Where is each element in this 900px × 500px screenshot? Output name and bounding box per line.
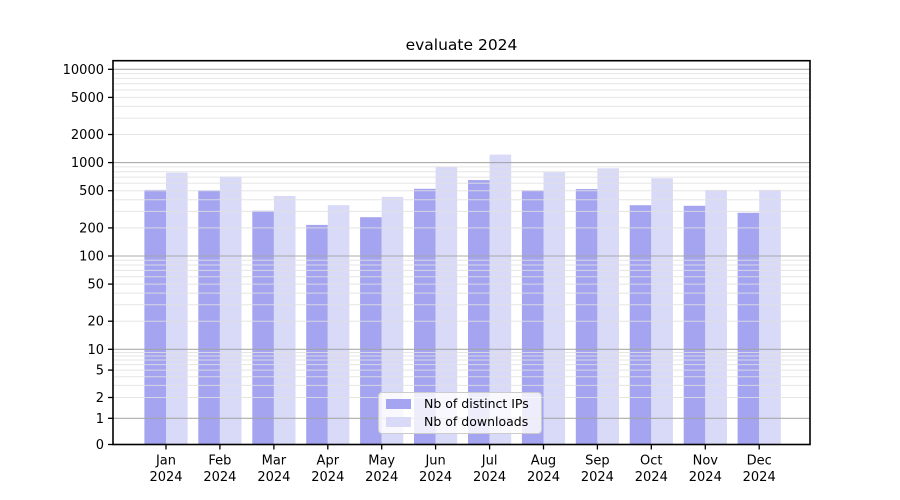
- y-axis-tick-label: 20: [87, 315, 104, 330]
- legend-label-downloads: Nb of downloads: [424, 413, 529, 429]
- bar-distinct-ips-sep: [575, 189, 598, 445]
- x-axis-tick-label: Jul 2024: [473, 454, 506, 486]
- x-axis-tick-label: Feb 2024: [203, 454, 236, 486]
- bar-downloads-may: [381, 196, 404, 445]
- x-axis-tick-label: Jan 2024: [149, 454, 182, 486]
- bar-distinct-ips-apr: [306, 224, 328, 445]
- x-axis-tick-label: Oct 2024: [635, 454, 668, 486]
- y-axis-tick-label: 2: [96, 391, 104, 406]
- bar-downloads-jan: [166, 172, 188, 445]
- chart-title: evaluate 2024: [405, 36, 518, 54]
- y-axis-tick-label: 1: [96, 412, 104, 427]
- bar-downloads-mar: [273, 195, 296, 445]
- x-axis-tick-label: Apr 2024: [311, 454, 344, 486]
- y-axis-tick-label: 1000: [71, 156, 104, 171]
- y-axis-tick-label: 50: [87, 278, 104, 293]
- axes-spines: [112, 59, 811, 446]
- x-axis-tick-label: May 2024: [365, 454, 398, 486]
- y-axis-tick-label: 200: [79, 221, 104, 236]
- bar-downloads-apr: [327, 205, 350, 445]
- bar-distinct-ips-nov: [683, 205, 706, 445]
- bar-downloads-aug: [543, 172, 566, 445]
- y-axis-tick-label: 10000: [63, 63, 104, 78]
- bar-distinct-ips-jan: [144, 189, 166, 445]
- bar-distinct-ips-jul: [468, 180, 490, 445]
- y-axis-tick-label: 100: [79, 250, 104, 265]
- bar-downloads-oct: [651, 178, 673, 445]
- x-axis-tick-label: Jun 2024: [419, 454, 452, 486]
- bar-downloads-dec: [759, 189, 781, 445]
- bar-distinct-ips-feb: [198, 190, 220, 445]
- bar-downloads-sep: [597, 168, 619, 445]
- legend-item-distinct-ips: Nb of distinct IPs: [386, 396, 533, 411]
- y-axis-tick-label: 5: [96, 364, 104, 379]
- y-axis-tick-label: 0: [96, 438, 104, 453]
- legend-label-distinct-ips: Nb of distinct IPs: [424, 396, 529, 411]
- legend-swatch-distinct-ips: [386, 399, 411, 410]
- x-axis-tick-label: Mar 2024: [257, 454, 290, 486]
- y-axis-tick-label: 500: [79, 184, 104, 199]
- bar-downloads-feb: [219, 176, 242, 445]
- bar-distinct-ips-jun: [414, 188, 436, 445]
- x-axis-tick-label: Aug 2024: [527, 454, 560, 486]
- bar-distinct-ips-aug: [521, 190, 544, 445]
- x-axis-tick-label: Sep 2024: [581, 454, 614, 486]
- legend-swatch-downloads: [386, 416, 411, 427]
- x-axis-tick-label: Dec 2024: [743, 454, 776, 486]
- legend-item-downloads: Nb of downloads: [386, 413, 533, 429]
- bar-distinct-ips-may: [360, 217, 382, 445]
- bar-downloads-nov: [705, 189, 727, 445]
- bar-downloads-jul: [489, 154, 512, 445]
- y-axis-tick-label: 10: [87, 343, 104, 358]
- bar-downloads-jun: [435, 166, 458, 445]
- bar-distinct-ips-mar: [252, 210, 274, 445]
- x-axis-tick-label: Nov 2024: [689, 454, 722, 486]
- bar-distinct-ips-oct: [629, 205, 652, 445]
- bar-distinct-ips-dec: [737, 212, 760, 445]
- y-axis-tick-label: 2000: [71, 128, 104, 143]
- legend: Nb of distinct IPs Nb of downloads: [378, 392, 542, 434]
- y-axis-tick-label: 5000: [71, 91, 104, 106]
